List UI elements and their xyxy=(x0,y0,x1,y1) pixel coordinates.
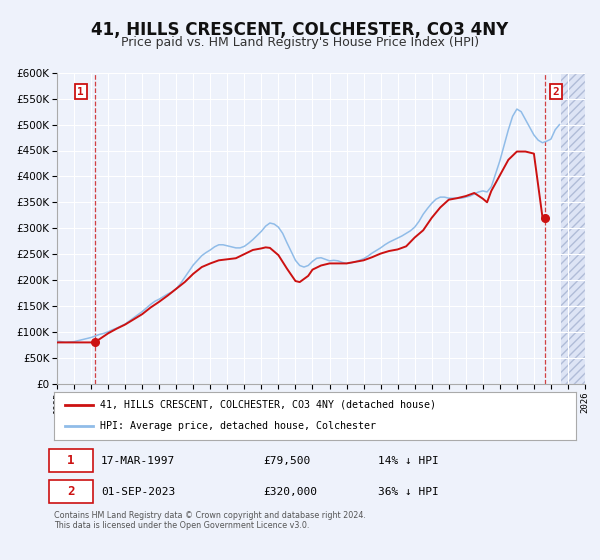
Text: £79,500: £79,500 xyxy=(263,456,310,466)
Text: £320,000: £320,000 xyxy=(263,487,317,497)
FancyBboxPatch shape xyxy=(49,480,93,503)
FancyBboxPatch shape xyxy=(49,449,93,473)
Text: 1: 1 xyxy=(67,454,74,468)
Bar xyxy=(561,73,585,384)
Text: 36% ↓ HPI: 36% ↓ HPI xyxy=(377,487,439,497)
Text: Contains HM Land Registry data © Crown copyright and database right 2024.
This d: Contains HM Land Registry data © Crown c… xyxy=(54,511,366,530)
Text: 17-MAR-1997: 17-MAR-1997 xyxy=(101,456,175,466)
Text: 2: 2 xyxy=(553,87,559,96)
Text: 1: 1 xyxy=(77,87,84,96)
Text: HPI: Average price, detached house, Colchester: HPI: Average price, detached house, Colc… xyxy=(100,421,376,431)
Text: 2: 2 xyxy=(67,485,74,498)
Text: 14% ↓ HPI: 14% ↓ HPI xyxy=(377,456,439,466)
Text: 41, HILLS CRESCENT, COLCHESTER, CO3 4NY: 41, HILLS CRESCENT, COLCHESTER, CO3 4NY xyxy=(91,21,509,39)
Text: 41, HILLS CRESCENT, COLCHESTER, CO3 4NY (detached house): 41, HILLS CRESCENT, COLCHESTER, CO3 4NY … xyxy=(100,400,436,410)
Text: 01-SEP-2023: 01-SEP-2023 xyxy=(101,487,175,497)
Text: Price paid vs. HM Land Registry's House Price Index (HPI): Price paid vs. HM Land Registry's House … xyxy=(121,36,479,49)
